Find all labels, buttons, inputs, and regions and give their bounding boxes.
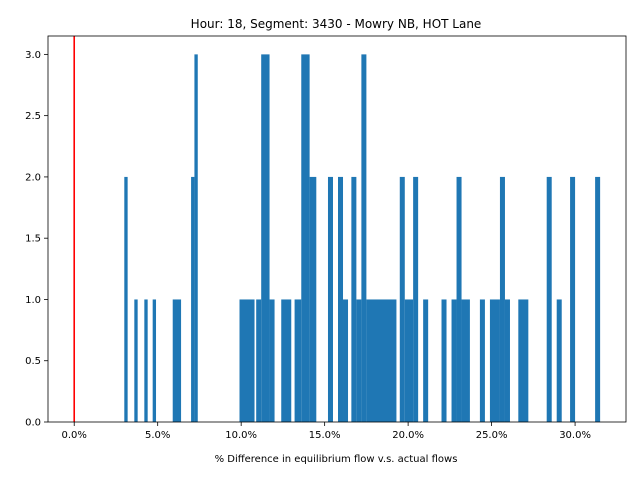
histogram-bar-8 [256,299,262,422]
histogram-bar-29 [461,299,470,422]
histogram-bar-3 [152,299,157,422]
chart-title: Hour: 18, Segment: 3430 - Mowry NB, HOT … [191,17,482,31]
y-tick-label: 2.5 [25,111,41,122]
histogram-bar-1 [134,299,138,422]
axes-frame [47,35,627,423]
histogram-bar-12 [294,299,302,422]
histogram-bar-28 [456,176,462,422]
histogram-bar-7 [239,299,255,422]
histogram-bar-4 [172,299,182,422]
histogram-bar-34 [518,299,529,422]
y-tick-label: 0.5 [25,356,41,367]
y-tick-label: 1.0 [25,295,41,306]
histogram-bar-21 [366,299,397,422]
histogram-bar-6 [194,54,198,422]
y-tick-label: 3.0 [25,50,41,61]
histogram-bar-19 [356,299,362,422]
y-tick-label: 1.5 [25,234,41,245]
x-tick-label: 30.0% [559,430,591,441]
histogram-bar-33 [504,299,510,422]
histogram-bar-2 [144,299,148,422]
histogram-bar-15 [327,176,333,422]
histogram-bar-38 [595,176,601,422]
x-tick-label: 25.0% [476,430,508,441]
histogram-bar-10 [269,299,275,422]
x-tick-label: 0.0% [62,430,87,441]
y-tick-label: 0.0 [25,418,41,429]
histogram-bar-31 [489,299,500,422]
histogram-bar-22 [399,176,405,422]
histogram-bar-11 [281,299,292,422]
histogram-bar-20 [361,54,367,422]
x-tick-label: 15.0% [309,430,341,441]
histogram-bar-0 [124,176,128,422]
histogram-bar-9 [261,54,270,422]
histogram-bar-26 [441,299,447,422]
histogram-bar-30 [479,299,485,422]
histogram-bar-14 [309,176,317,422]
plot-area [47,35,627,423]
histogram-bar-35 [546,176,552,422]
histogram-bars [124,54,601,422]
histogram-bar-5 [191,176,195,422]
histogram-bar-18 [351,176,357,422]
y-tick-label: 2.0 [25,172,41,183]
histogram-bar-17 [343,299,349,422]
x-axis-ticks: 0.0% 5.0% 10.0% 15.0% 20.0% 25.0% 30.0% [62,422,591,441]
histogram-bar-16 [338,176,344,422]
histogram-bar-32 [499,176,505,422]
x-tick-label: 5.0% [145,430,170,441]
histogram-bar-24 [413,176,419,422]
histogram-bar-13 [301,54,310,422]
y-axis-ticks: 0.0 0.5 1.0 1.5 2.0 2.5 3.0 [25,50,48,429]
histogram-bar-27 [451,299,457,422]
histogram-bar-36 [556,299,562,422]
histogram-bar-37 [570,176,576,422]
histogram-bar-25 [423,299,429,422]
x-tick-label: 20.0% [392,430,424,441]
histogram-bar-23 [404,299,414,422]
x-axis-label: % Difference in equilibrium flow v.s. ac… [215,454,458,465]
x-tick-label: 10.0% [225,430,257,441]
